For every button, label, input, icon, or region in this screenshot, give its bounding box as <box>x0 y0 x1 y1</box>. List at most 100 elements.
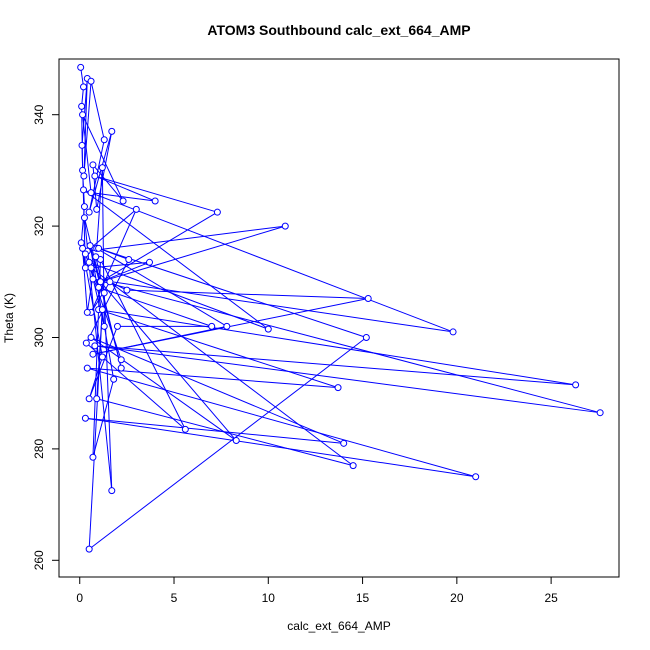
data-point <box>100 322 108 330</box>
x-tick-label: 0 <box>76 591 83 605</box>
data-point <box>151 197 159 205</box>
data-point <box>89 275 97 283</box>
data-point <box>81 264 89 272</box>
data-point <box>87 189 95 197</box>
series-segment <box>92 278 454 333</box>
data-point <box>223 322 231 330</box>
data-point <box>472 473 480 481</box>
data-point <box>349 462 357 470</box>
series-segment <box>100 225 286 283</box>
data-point <box>106 278 114 286</box>
series-segment <box>88 261 269 330</box>
y-axis: 260 280 300 320 340 <box>32 104 60 570</box>
series-segment <box>83 189 269 330</box>
y-tick-label: 300 <box>32 327 46 347</box>
y-tick-label: 280 <box>32 439 46 459</box>
chart-title: ATOM3 Southbound calc_ext_664_AMP <box>207 22 470 38</box>
series-segment <box>90 337 237 441</box>
series-segment <box>95 256 105 294</box>
data-point <box>80 214 88 222</box>
series-segment <box>87 367 339 389</box>
series-segment <box>92 325 227 355</box>
data-point <box>81 414 89 422</box>
series-segment <box>94 175 156 202</box>
data-point <box>78 102 86 110</box>
data-point <box>93 395 101 403</box>
y-tick-label: 340 <box>32 104 46 124</box>
data-point <box>87 333 95 341</box>
series-segment <box>82 114 92 193</box>
data-point <box>93 205 101 213</box>
data-point <box>89 453 97 461</box>
series-segment <box>92 164 98 210</box>
x-tick-label: 5 <box>171 591 178 605</box>
series-segment <box>96 247 228 327</box>
data-point <box>91 172 99 180</box>
data-point <box>89 161 97 169</box>
series-segment <box>96 398 354 467</box>
series-layer <box>77 63 604 553</box>
data-point <box>208 322 216 330</box>
data-point <box>596 409 604 417</box>
data-point <box>572 381 580 389</box>
data-point <box>132 205 140 213</box>
series-segment <box>82 248 88 313</box>
data-point <box>80 172 88 180</box>
data-point <box>80 203 88 211</box>
data-point <box>83 308 91 316</box>
series-segment <box>100 259 186 430</box>
data-point <box>87 77 95 85</box>
data-point <box>334 384 342 392</box>
series-segment <box>83 189 454 333</box>
data-point <box>95 283 103 291</box>
series-segment <box>90 267 354 467</box>
data-point <box>123 286 131 294</box>
data-point <box>86 242 94 250</box>
series-segment <box>83 78 88 176</box>
data-point <box>281 222 289 230</box>
series-segment <box>98 247 129 260</box>
data-point <box>108 127 116 135</box>
data-point <box>117 356 125 364</box>
data-point <box>80 83 88 91</box>
series-segment <box>82 114 124 202</box>
data-point <box>81 250 89 258</box>
series-segment <box>86 256 97 313</box>
x-axis-label: calc_ext_664_AMP <box>287 619 390 633</box>
data-point <box>77 63 85 71</box>
data-point <box>108 487 116 495</box>
data-point <box>119 197 127 205</box>
data-point <box>82 339 90 347</box>
x-axis: 0 5 10 15 20 25 <box>76 576 558 605</box>
series-segment <box>88 131 113 213</box>
data-point <box>83 364 91 372</box>
data-point <box>113 322 121 330</box>
data-point <box>85 395 93 403</box>
data-point <box>87 264 95 272</box>
series-segment <box>98 286 212 327</box>
x-tick-label: 25 <box>544 591 558 605</box>
data-point <box>449 328 457 336</box>
x-tick-label: 15 <box>356 591 370 605</box>
series-segment <box>92 259 101 458</box>
data-point <box>146 258 154 266</box>
data-point <box>213 208 221 216</box>
series-segment <box>88 309 103 550</box>
data-point <box>89 350 97 358</box>
data-point <box>340 439 348 447</box>
series-segment <box>94 175 218 213</box>
series-segment <box>90 337 344 444</box>
series-segment <box>85 259 130 344</box>
series-segment <box>91 261 150 269</box>
series-segment <box>98 247 367 338</box>
data-point <box>181 425 189 433</box>
data-point <box>98 164 106 172</box>
data-point <box>79 166 87 174</box>
data-point <box>110 375 118 383</box>
data-point <box>364 295 372 303</box>
data-point <box>95 244 103 252</box>
series-segment <box>88 326 118 399</box>
series-segment <box>88 337 367 550</box>
